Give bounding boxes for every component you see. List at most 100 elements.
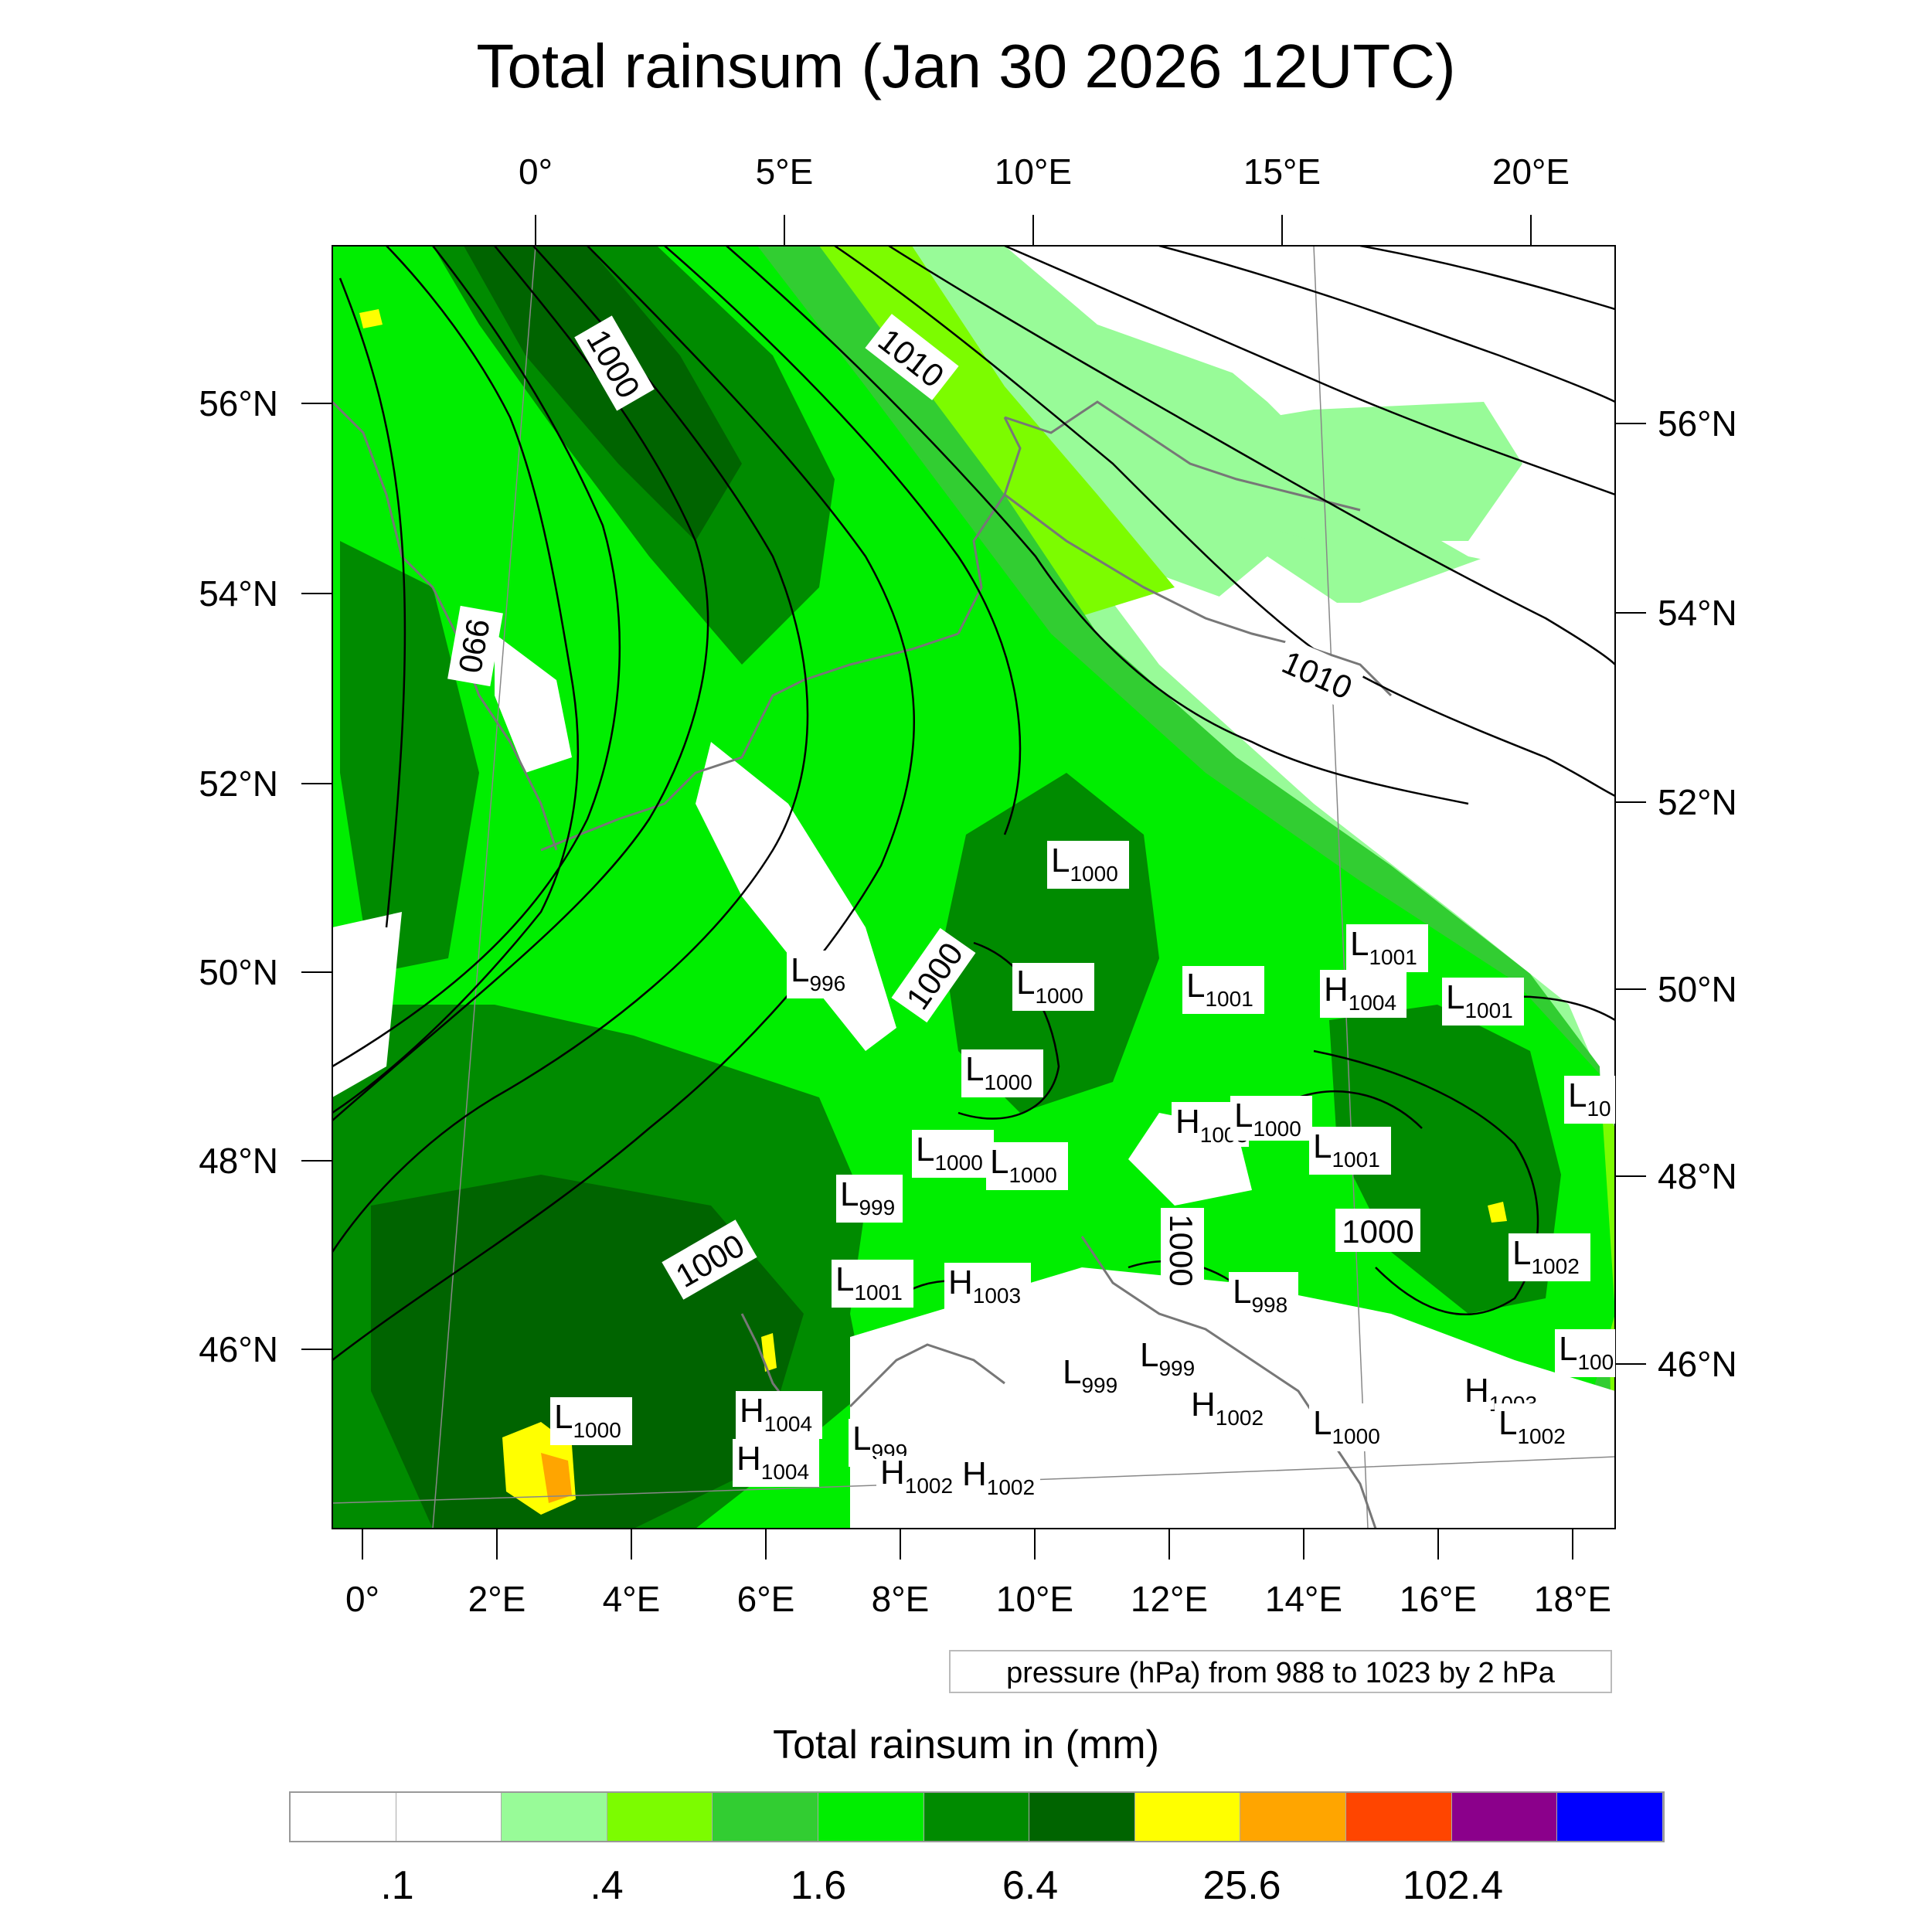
center-value: 1000: [1009, 1163, 1056, 1187]
bottom-lon-label: 10°E: [996, 1579, 1073, 1619]
top-lon-label: 0°: [519, 151, 553, 192]
isobar-label: 1000: [1335, 1209, 1420, 1252]
pressure-center: L1001: [1309, 1127, 1391, 1175]
colorbar-label: 102.4: [1403, 1862, 1503, 1909]
bottom-lon-label: 12°E: [1131, 1579, 1208, 1619]
center-value: 1002: [987, 1475, 1035, 1499]
bottom-lon-label: 6°E: [737, 1579, 795, 1619]
center-type: L: [1498, 1404, 1517, 1442]
colorbar-label: 25.6: [1202, 1862, 1281, 1909]
pressure-center: H1002: [1187, 1385, 1269, 1433]
top-lon-label: 5°E: [756, 151, 814, 192]
colorbar-label: .1: [380, 1862, 413, 1909]
colorbar-swatch: [1452, 1793, 1558, 1841]
center-type: L: [852, 1420, 871, 1458]
center-type: H: [1324, 971, 1349, 1009]
rain-field: [332, 246, 1615, 1529]
pressure-center: L999: [1136, 1335, 1202, 1383]
isobar-label-text: 1000: [1342, 1213, 1413, 1250]
center-type: L: [1051, 842, 1070, 879]
center-value: 1002: [1531, 1254, 1579, 1278]
center-type: H: [880, 1454, 905, 1492]
center-type: H: [948, 1264, 973, 1301]
center-type: L: [1140, 1336, 1158, 1374]
center-value: 1000: [573, 1418, 621, 1442]
top-lon-label: 10°E: [995, 151, 1072, 192]
colorbar-swatch: [396, 1793, 502, 1841]
bottom-lon-label: 16°E: [1400, 1579, 1477, 1619]
center-value: 999: [1158, 1356, 1195, 1380]
center-type: H: [736, 1440, 761, 1478]
isobar-label: 1000: [1161, 1208, 1204, 1293]
bottom-lon-label: 0°: [345, 1579, 379, 1619]
colorbar-swatch: [1346, 1793, 1452, 1841]
center-value: 100: [1577, 1350, 1614, 1374]
pressure-center: L1001: [1182, 966, 1264, 1014]
pressure-center: H1004: [1320, 970, 1406, 1018]
colorbar-swatch: [1029, 1793, 1135, 1841]
center-value: 1003: [973, 1284, 1021, 1308]
colorbar-swatch: [1135, 1793, 1241, 1841]
right-lat-label: 52°N: [1658, 782, 1737, 822]
pressure-center: L10: [1564, 1076, 1618, 1124]
pressure-center: L1000: [961, 1049, 1043, 1097]
colorbar-label: 6.4: [1002, 1862, 1058, 1909]
center-value: 1000: [934, 1151, 982, 1175]
pressure-center: H1004: [733, 1439, 819, 1487]
pressure-center: L1000: [1230, 1096, 1312, 1141]
colorbar-swatch: [502, 1793, 607, 1841]
colorbar-swatch: [1240, 1793, 1346, 1841]
center-type: L: [835, 1260, 854, 1298]
left-lat-label: 48°N: [199, 1141, 278, 1181]
colorbar-swatch: [924, 1793, 1030, 1841]
left-lat-label: 52°N: [199, 764, 278, 804]
center-type: H: [1191, 1386, 1216, 1423]
bottom-lon-label: 14°E: [1265, 1579, 1342, 1619]
center-type: L: [1512, 1234, 1531, 1272]
pressure-center: H1004: [736, 1391, 822, 1439]
colorbar-title: Total rainsum in (mm): [0, 1722, 1932, 1768]
center-value: 1001: [1464, 998, 1512, 1022]
center-value: 1000: [1253, 1117, 1301, 1141]
center-value: 10: [1587, 1097, 1611, 1121]
colorbar-swatch: [1557, 1793, 1663, 1841]
center-type: L: [1186, 967, 1205, 1005]
center-value: 1004: [1349, 991, 1396, 1015]
left-lat-label: 46°N: [199, 1329, 278, 1369]
pressure-center: L1001: [1346, 924, 1428, 972]
bottom-lon-label: 8°E: [872, 1579, 930, 1619]
pressure-center: L998: [1229, 1272, 1298, 1320]
colorbar-swatch: [713, 1793, 818, 1841]
center-value: 1004: [764, 1412, 812, 1436]
pressure-center: H1003: [944, 1263, 1031, 1311]
left-lat-label: 56°N: [199, 383, 278, 423]
center-type: L: [1313, 1404, 1332, 1442]
pressure-center: L100: [1555, 1329, 1617, 1377]
center-type: H: [1175, 1103, 1200, 1141]
pressure-center: H1002: [876, 1454, 958, 1498]
center-type: L: [990, 1143, 1009, 1181]
pressure-center: H1002: [958, 1455, 1040, 1499]
center-value: 1002: [1517, 1424, 1565, 1448]
center-type: L: [1446, 978, 1464, 1016]
center-type: H: [1464, 1372, 1489, 1410]
center-value: 1000: [1035, 984, 1083, 1008]
center-type: L: [1559, 1330, 1577, 1368]
center-value: 1000: [984, 1070, 1032, 1094]
left-lat-label: 54°N: [199, 573, 278, 614]
center-type: L: [1016, 964, 1035, 1002]
pressure-note: pressure (hPa) from 988 to 1023 by 2 hPa: [949, 1650, 1612, 1693]
center-type: L: [965, 1050, 984, 1088]
center-type: L: [1234, 1097, 1253, 1134]
colorbar: [289, 1791, 1665, 1842]
center-value: 1001: [1332, 1148, 1379, 1172]
bottom-lon-label: 4°E: [603, 1579, 661, 1619]
pressure-center: L996: [787, 951, 869, 998]
pressure-center: L1000: [1309, 1403, 1391, 1451]
pressure-center: L1002: [1495, 1403, 1577, 1451]
center-value: 1004: [761, 1460, 809, 1484]
center-value: 1001: [1205, 987, 1253, 1011]
pressure-center: L1002: [1509, 1233, 1590, 1281]
pressure-center: L1000: [1047, 841, 1129, 889]
center-type: L: [1350, 925, 1369, 963]
